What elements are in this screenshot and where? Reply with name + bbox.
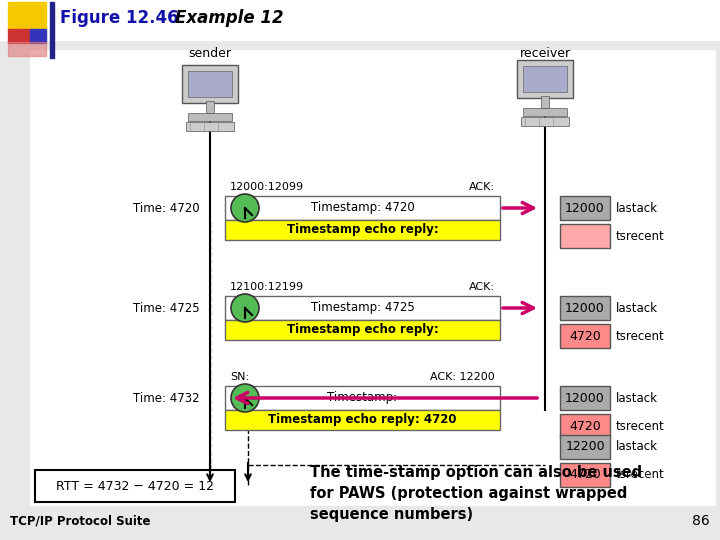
Bar <box>225 196 500 220</box>
Circle shape <box>231 294 259 322</box>
Text: 12100:12199: 12100:12199 <box>230 282 304 292</box>
Bar <box>186 122 234 131</box>
Bar <box>182 65 238 103</box>
Text: 12000: 12000 <box>565 392 605 404</box>
Circle shape <box>231 194 259 222</box>
Text: 12000:12099: 12000:12099 <box>230 182 304 192</box>
Text: Timestamp echo reply:: Timestamp echo reply: <box>287 323 438 336</box>
Text: tsrecent: tsrecent <box>616 469 665 482</box>
Bar <box>560 463 610 487</box>
Bar <box>35 470 235 502</box>
Text: Figure 12.46: Figure 12.46 <box>60 9 179 27</box>
Text: Time: 4725: Time: 4725 <box>133 301 200 314</box>
Text: sender: sender <box>189 47 232 60</box>
Text: Timestamp echo reply: 4720: Timestamp echo reply: 4720 <box>269 414 456 427</box>
Text: lastack: lastack <box>616 201 658 214</box>
Text: 4720: 4720 <box>569 420 601 433</box>
Text: RTT = 4732 − 4720 = 12: RTT = 4732 − 4720 = 12 <box>56 480 214 492</box>
Bar <box>206 101 214 113</box>
Bar <box>560 435 610 459</box>
Bar <box>225 220 500 240</box>
Bar <box>30 50 715 505</box>
Bar <box>560 386 610 410</box>
Text: lastack: lastack <box>616 392 658 404</box>
Bar <box>560 196 610 220</box>
Text: ACK: 12200: ACK: 12200 <box>431 372 495 382</box>
Bar <box>188 113 232 121</box>
Circle shape <box>231 384 259 412</box>
Text: 86: 86 <box>692 514 710 528</box>
Bar <box>523 66 567 92</box>
Text: 12200: 12200 <box>565 441 605 454</box>
Bar <box>225 296 500 320</box>
Bar <box>50 2 54 58</box>
Text: lastack: lastack <box>616 441 658 454</box>
Text: 12000: 12000 <box>565 301 605 314</box>
Text: ACK:: ACK: <box>469 182 495 192</box>
Bar <box>0 0 720 40</box>
Text: Timestamp: 4720: Timestamp: 4720 <box>310 201 415 214</box>
Text: tsrecent: tsrecent <box>616 230 665 242</box>
Bar <box>541 96 549 108</box>
Bar <box>225 386 500 410</box>
Text: tsrecent: tsrecent <box>616 329 665 342</box>
Bar <box>517 60 573 98</box>
Text: receiver: receiver <box>519 47 570 60</box>
Bar <box>8 29 30 43</box>
Bar <box>560 324 610 348</box>
Bar <box>8 2 46 30</box>
Text: 12000: 12000 <box>565 201 605 214</box>
Text: Example 12: Example 12 <box>175 9 284 27</box>
Bar <box>30 29 46 43</box>
Text: Timestamp:: Timestamp: <box>328 392 397 404</box>
Bar <box>560 296 610 320</box>
Text: Time: 4732: Time: 4732 <box>133 392 200 404</box>
Bar <box>521 117 569 126</box>
Text: SN:: SN: <box>230 372 249 382</box>
Bar <box>523 108 567 116</box>
Text: 4720: 4720 <box>569 469 601 482</box>
Text: lastack: lastack <box>616 301 658 314</box>
Bar <box>225 320 500 340</box>
Bar <box>560 224 610 248</box>
Text: Timestamp: 4725: Timestamp: 4725 <box>310 301 415 314</box>
Bar <box>560 414 610 438</box>
Text: The time-stamp option can also be used
for PAWS (protection against wrapped
sequ: The time-stamp option can also be used f… <box>310 465 642 522</box>
Text: TCP/IP Protocol Suite: TCP/IP Protocol Suite <box>10 515 150 528</box>
Text: ACK:: ACK: <box>469 282 495 292</box>
Text: Timestamp echo reply:: Timestamp echo reply: <box>287 224 438 237</box>
Text: tsrecent: tsrecent <box>616 420 665 433</box>
Bar <box>8 42 46 56</box>
Text: 4720: 4720 <box>569 329 601 342</box>
Bar <box>225 410 500 430</box>
Text: Time: 4720: Time: 4720 <box>133 201 200 214</box>
Bar <box>188 71 232 97</box>
